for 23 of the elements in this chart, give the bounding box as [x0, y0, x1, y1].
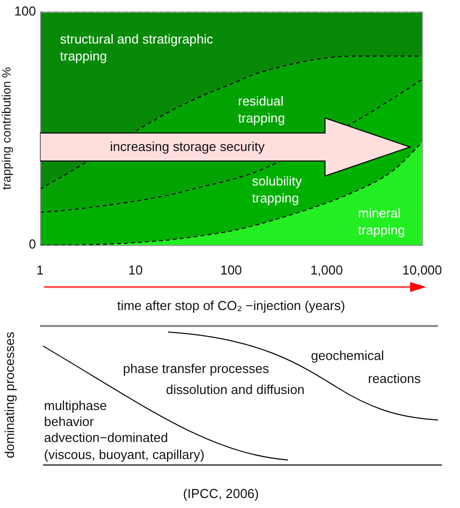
series-label: solubility trapping	[252, 174, 302, 206]
text: dominating processes	[2, 332, 17, 458]
text: (IPCC, 2006)	[183, 486, 259, 501]
text: (viscous, buoyant, capillary)	[44, 447, 204, 462]
text: behavior	[44, 414, 94, 429]
annotation: increasing storage security	[110, 139, 265, 154]
series-label: structural and stratigraphic trapping	[60, 32, 214, 64]
text: dissolution and diffusion	[166, 382, 305, 397]
y-axis-title: trapping contribution %	[0, 66, 14, 190]
text: phase transfer processes	[123, 361, 269, 376]
text: advection−dominated	[44, 430, 168, 445]
text: geochemical	[311, 348, 384, 363]
text: reactions	[368, 371, 421, 386]
x-tick-label: 1	[36, 262, 44, 278]
series-label: residual trapping	[238, 94, 285, 126]
text: multiphase	[44, 398, 107, 413]
x-tick-label: 10	[128, 262, 143, 278]
x-tick-label: 1,000	[310, 262, 343, 278]
y-tick-label: 0	[28, 236, 36, 252]
series-label: mineral trapping	[358, 206, 405, 238]
x-axis-title: time after stop of CO₂ −injection (years)	[117, 298, 346, 313]
x-tick-label: 10,000	[402, 262, 442, 278]
x-tick-label: 100	[220, 262, 242, 278]
